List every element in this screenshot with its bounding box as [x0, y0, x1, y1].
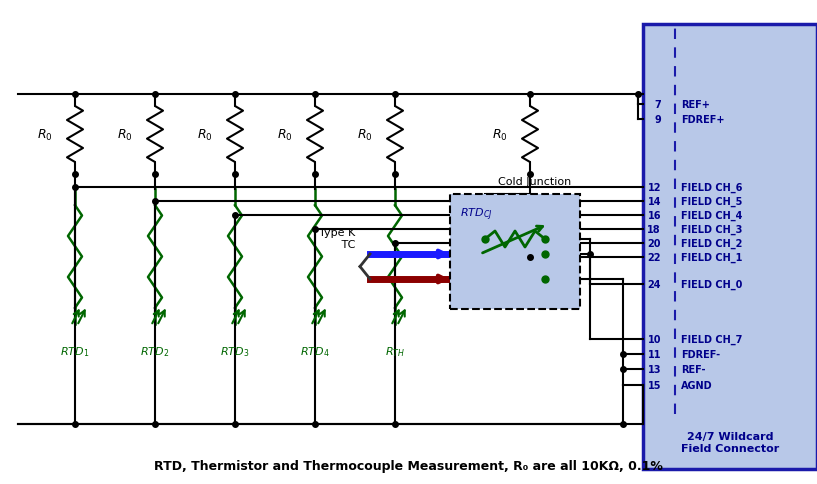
- Text: REF+: REF+: [681, 100, 710, 110]
- Text: 13: 13: [648, 364, 661, 374]
- Text: $R_0$: $R_0$: [493, 127, 508, 142]
- Text: 22: 22: [648, 253, 661, 262]
- Text: $R_0$: $R_0$: [118, 127, 133, 142]
- Bar: [643, 25, 817, 469]
- Text: 12: 12: [648, 182, 661, 193]
- Text: FIELD CH_3: FIELD CH_3: [681, 225, 743, 235]
- Text: 18: 18: [647, 225, 661, 235]
- Text: 24/7 Wildcard
Field Connector: 24/7 Wildcard Field Connector: [681, 431, 779, 453]
- Text: $RTD_1$: $RTD_1$: [60, 344, 90, 358]
- Text: FIELD CH_6: FIELD CH_6: [681, 182, 743, 193]
- Text: FIELD CH_5: FIELD CH_5: [681, 197, 743, 207]
- Text: 9: 9: [654, 115, 661, 125]
- Text: FDREF-: FDREF-: [681, 349, 720, 359]
- Text: FDREF+: FDREF+: [681, 115, 725, 125]
- Text: $R_0$: $R_0$: [357, 127, 373, 142]
- Text: $R_0$: $R_0$: [38, 127, 53, 142]
- Text: 7: 7: [654, 100, 661, 110]
- Text: AGND: AGND: [681, 380, 712, 390]
- Text: $RTD_2$: $RTD_2$: [141, 344, 170, 358]
- Text: $RTD_3$: $RTD_3$: [221, 344, 250, 358]
- Text: FIELD CH_2: FIELD CH_2: [681, 239, 743, 249]
- Text: 24: 24: [648, 279, 661, 289]
- Text: 14: 14: [648, 197, 661, 207]
- Text: 10: 10: [648, 334, 661, 344]
- Text: $R_{TH}$: $R_{TH}$: [385, 344, 405, 358]
- Text: FIELD CH_4: FIELD CH_4: [681, 211, 743, 221]
- Text: 11: 11: [648, 349, 661, 359]
- Text: Cold Junction: Cold Junction: [498, 177, 572, 187]
- Text: 16: 16: [648, 211, 661, 221]
- Text: FIELD CH_1: FIELD CH_1: [681, 252, 743, 263]
- Text: $RTD_4$: $RTD_4$: [300, 344, 330, 358]
- Text: RTD, Thermistor and Thermocouple Measurement, R₀ are all 10KΩ, 0.1%: RTD, Thermistor and Thermocouple Measure…: [154, 459, 663, 472]
- Text: FIELD CH_0: FIELD CH_0: [681, 279, 743, 289]
- Text: 15: 15: [648, 380, 661, 390]
- Text: $R_0$: $R_0$: [277, 127, 293, 142]
- Text: REF-: REF-: [681, 364, 706, 374]
- Text: $RTD_{CJ}$: $RTD_{CJ}$: [460, 207, 493, 223]
- Text: FIELD CH_7: FIELD CH_7: [681, 334, 743, 345]
- FancyBboxPatch shape: [450, 195, 580, 309]
- Text: $R_0$: $R_0$: [198, 127, 213, 142]
- Text: Type K
   TC: Type K TC: [319, 228, 355, 249]
- Text: 20: 20: [648, 239, 661, 248]
